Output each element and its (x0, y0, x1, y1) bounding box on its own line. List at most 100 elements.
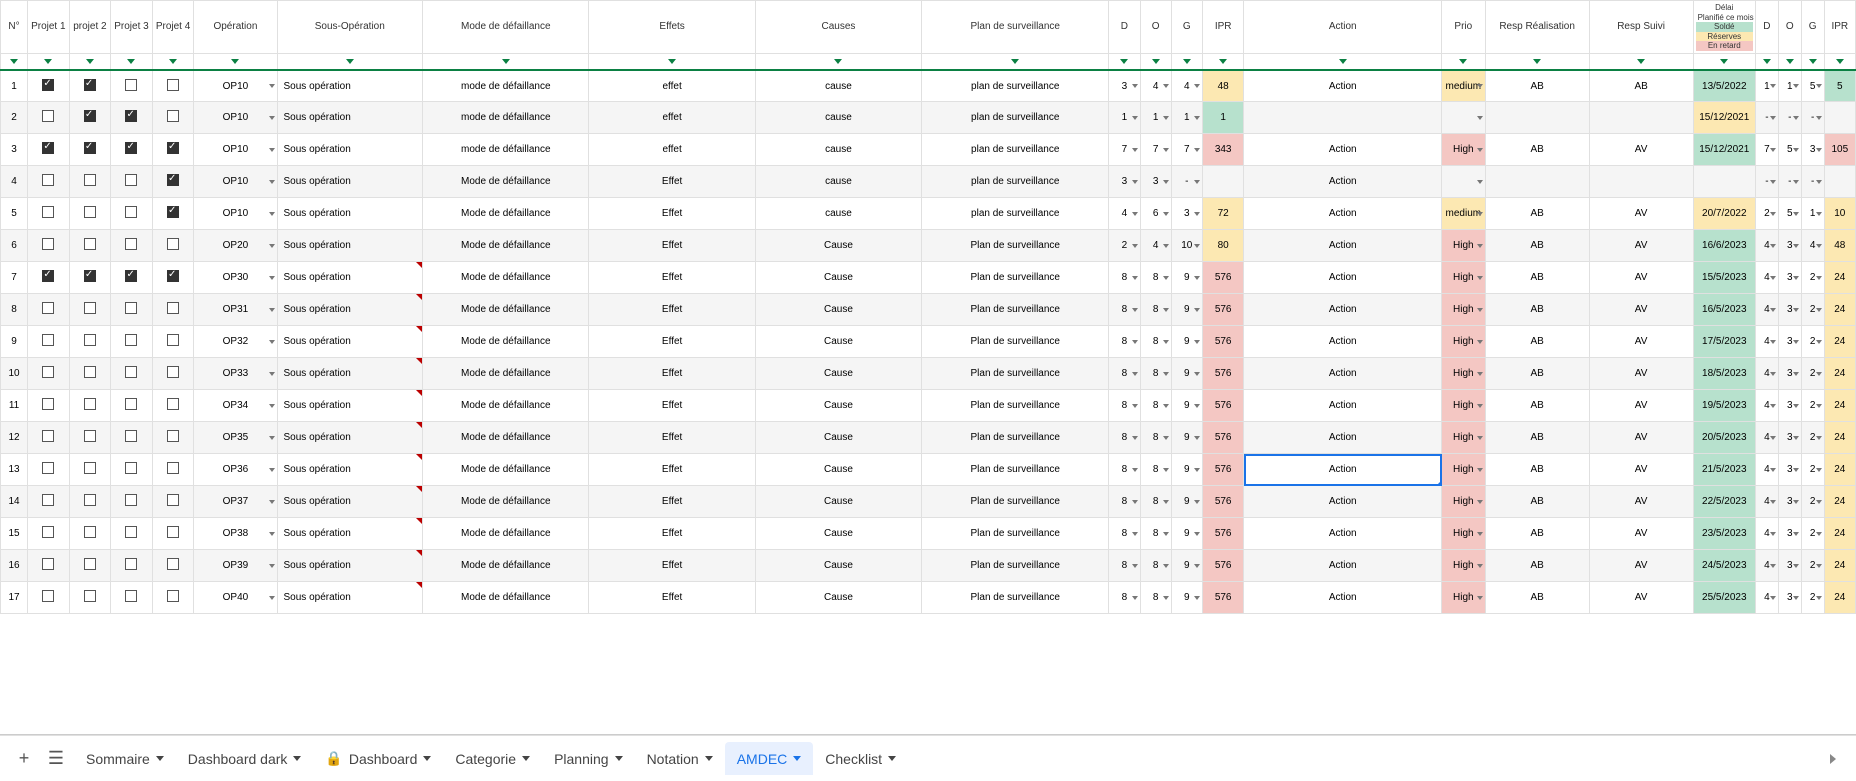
dropdown-icon[interactable] (1194, 244, 1200, 248)
ipr-cell[interactable]: 576 (1202, 582, 1244, 614)
dropdown-icon[interactable] (269, 116, 275, 120)
modedef-cell[interactable]: mode de défaillance (423, 70, 589, 102)
cause-cell[interactable]: Cause (755, 454, 921, 486)
dropdown-icon[interactable] (1816, 596, 1822, 600)
g-cell[interactable]: - (1171, 166, 1202, 198)
filter-icon[interactable] (231, 59, 239, 64)
d2-cell[interactable]: 4 (1755, 518, 1778, 550)
operation-cell[interactable]: OP31 (194, 294, 277, 326)
d-cell[interactable]: 8 (1109, 518, 1140, 550)
checkbox[interactable] (42, 142, 54, 154)
cause-cell[interactable]: cause (755, 198, 921, 230)
checkbox[interactable] (42, 430, 54, 442)
o-cell[interactable]: 8 (1140, 550, 1171, 582)
note-indicator-icon[interactable] (416, 550, 422, 556)
effet-cell[interactable]: Effet (589, 262, 755, 294)
modedef-cell[interactable]: Mode de défaillance (423, 198, 589, 230)
prio-cell[interactable]: medium (1442, 70, 1486, 102)
ipr2-cell[interactable]: 10 (1824, 198, 1855, 230)
d-cell[interactable]: 1 (1109, 102, 1140, 134)
filter-icon[interactable] (10, 59, 18, 64)
ipr2-cell[interactable]: 24 (1824, 294, 1855, 326)
chevron-down-icon[interactable] (615, 756, 623, 761)
o2-cell[interactable]: 3 (1778, 358, 1801, 390)
g-cell[interactable]: 4 (1171, 70, 1202, 102)
projet3-cell[interactable] (111, 390, 153, 422)
projet2-cell[interactable] (69, 166, 111, 198)
dropdown-icon[interactable] (1163, 84, 1169, 88)
projet3-cell[interactable] (111, 166, 153, 198)
d2-cell[interactable]: 4 (1755, 230, 1778, 262)
effet-cell[interactable]: Effet (589, 550, 755, 582)
respsuivi-cell[interactable]: AB (1589, 70, 1693, 102)
dropdown-icon[interactable] (1163, 468, 1169, 472)
projet2-cell[interactable] (69, 486, 111, 518)
g2-cell[interactable]: 2 (1801, 294, 1824, 326)
action-cell[interactable]: Action (1244, 326, 1442, 358)
projet4-cell[interactable] (152, 102, 194, 134)
action-cell[interactable]: Action (1244, 486, 1442, 518)
dropdown-icon[interactable] (1163, 404, 1169, 408)
checkbox[interactable] (125, 206, 137, 218)
chevron-down-icon[interactable] (423, 756, 431, 761)
dropdown-icon[interactable] (1163, 244, 1169, 248)
g-cell[interactable]: 3 (1171, 198, 1202, 230)
cause-cell[interactable]: cause (755, 166, 921, 198)
sousoperation-cell[interactable]: Sous opération (277, 262, 423, 294)
projet4-cell[interactable] (152, 390, 194, 422)
ipr-cell[interactable]: 576 (1202, 550, 1244, 582)
dropdown-icon[interactable] (1477, 84, 1483, 88)
g2-cell[interactable]: 2 (1801, 486, 1824, 518)
operation-cell[interactable]: OP39 (194, 550, 277, 582)
filter-icon[interactable] (668, 59, 676, 64)
effet-cell[interactable]: effet (589, 134, 755, 166)
dropdown-icon[interactable] (1163, 372, 1169, 376)
effet-cell[interactable]: Effet (589, 230, 755, 262)
filter-cell[interactable] (1824, 53, 1855, 70)
cause-cell[interactable]: cause (755, 134, 921, 166)
operation-cell[interactable]: OP33 (194, 358, 277, 390)
dropdown-icon[interactable] (1770, 116, 1776, 120)
checkbox[interactable] (42, 110, 54, 122)
d2-cell[interactable]: 4 (1755, 422, 1778, 454)
row-number[interactable]: 7 (1, 262, 28, 294)
checkbox[interactable] (167, 79, 179, 91)
filter-cell[interactable] (152, 53, 194, 70)
checkbox[interactable] (167, 590, 179, 602)
action-cell[interactable]: Action (1244, 294, 1442, 326)
prio-cell[interactable]: High (1442, 422, 1486, 454)
modedef-cell[interactable]: Mode de défaillance (423, 518, 589, 550)
delai-cell[interactable]: 15/12/2021 (1693, 134, 1755, 166)
g-cell[interactable]: 9 (1171, 486, 1202, 518)
filter-cell[interactable] (28, 53, 70, 70)
projet4-cell[interactable] (152, 230, 194, 262)
respreal-cell[interactable]: AB (1485, 390, 1589, 422)
d-cell[interactable]: 8 (1109, 486, 1140, 518)
dropdown-icon[interactable] (1132, 340, 1138, 344)
effet-cell[interactable]: effet (589, 70, 755, 102)
respsuivi-cell[interactable]: AV (1589, 390, 1693, 422)
respsuivi-cell[interactable]: AV (1589, 294, 1693, 326)
row-number[interactable]: 13 (1, 454, 28, 486)
num-header[interactable]: N° (1, 1, 28, 54)
row-number[interactable]: 1 (1, 70, 28, 102)
dropdown-icon[interactable] (1132, 148, 1138, 152)
filter-icon[interactable] (1183, 59, 1191, 64)
prio-cell[interactable]: High (1442, 134, 1486, 166)
projet4-cell[interactable] (152, 518, 194, 550)
dropdown-icon[interactable] (1477, 372, 1483, 376)
dropdown-icon[interactable] (1793, 340, 1799, 344)
respreal-cell[interactable]: AB (1485, 454, 1589, 486)
projet4-cell[interactable] (152, 550, 194, 582)
cause-cell[interactable]: Cause (755, 262, 921, 294)
row-number[interactable]: 10 (1, 358, 28, 390)
modedef-cell[interactable]: Mode de défaillance (423, 454, 589, 486)
projet3-header[interactable]: Projet 3 (111, 1, 153, 54)
dropdown-icon[interactable] (1816, 244, 1822, 248)
projet3-cell[interactable] (111, 422, 153, 454)
ipr2-cell[interactable]: 24 (1824, 486, 1855, 518)
projet3-cell[interactable] (111, 102, 153, 134)
modedef-cell[interactable]: Mode de défaillance (423, 262, 589, 294)
dropdown-icon[interactable] (1770, 180, 1776, 184)
dropdown-icon[interactable] (269, 372, 275, 376)
